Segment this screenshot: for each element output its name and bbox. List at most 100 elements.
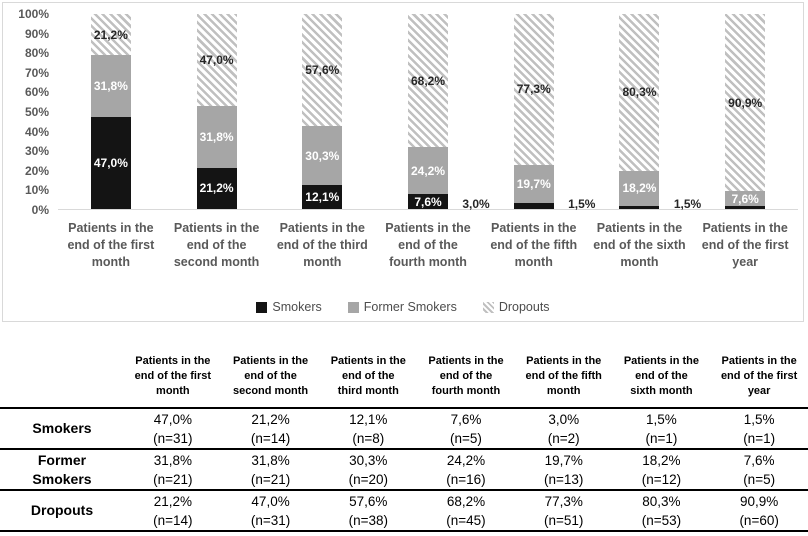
table-cell: 21,2% (n=14)	[124, 491, 222, 532]
cell-percent: 57,6%	[349, 494, 388, 509]
table-cell: 12,1% (n=8)	[319, 409, 418, 450]
cell-percent: 19,7%	[544, 453, 583, 468]
stacked-bar: 7,6% 24,2% 68,2%	[408, 14, 449, 209]
cell-count: (n=21)	[153, 472, 193, 487]
bar-value-label: 47,0%	[93, 156, 128, 171]
cell-percent: 3,0%	[548, 412, 580, 427]
cell-percent: 1,5%	[743, 412, 775, 427]
cell-count: (n=31)	[250, 513, 291, 528]
summary-table: Patients in the end of the first month Pa…	[0, 341, 808, 532]
bar-segment-smokers: 3,0%	[462, 197, 554, 211]
cell-count: (n=51)	[544, 513, 584, 528]
table-cell: 30,3% (n=20)	[319, 450, 418, 491]
bar-value-label: 21,2%	[199, 181, 234, 196]
table-cell: 7,6% (n=5)	[417, 409, 515, 450]
cell-count: (n=45)	[446, 513, 486, 528]
cell-count: (n=1)	[645, 431, 678, 446]
bar-column: 3,0% 19,7% 77,3%	[462, 14, 587, 211]
legend-item-dropouts: Dropouts	[482, 300, 550, 314]
table-cell: 1,5% (n=1)	[710, 409, 808, 450]
bar-value-label: 21,2%	[93, 27, 128, 42]
cell-count: (n=2)	[547, 431, 580, 446]
bar-value-label: 80,3%	[622, 85, 657, 100]
table-column-header: Patients in the end of the first month	[124, 341, 222, 409]
cell-percent: 12,1%	[349, 412, 388, 427]
bar-column: 12,1% 30,3% 57,6%	[269, 14, 375, 209]
bar-segment-former-smokers: 18,2%	[619, 170, 660, 207]
bar-segment-smokers: 12,1%	[302, 185, 343, 209]
y-axis-tick-label: 80%	[24, 46, 49, 61]
bar-value-label: 12,1%	[305, 190, 340, 205]
bar-segment-dropouts: 47,0%	[196, 14, 237, 106]
bar-segment-former-smokers: 30,3%	[302, 126, 343, 186]
table-column-header: Patients in the end of the fourth month	[417, 341, 515, 409]
legend-item-smokers: Smokers	[256, 300, 322, 314]
category-label: Patients in the end of the fourth month	[385, 221, 471, 269]
cell-percent: 31,8%	[153, 453, 192, 468]
table-row-label: Smokers	[0, 409, 124, 450]
bar-segment-former-smokers: 7,6%	[725, 191, 766, 207]
y-axis-tick-label: 70%	[24, 65, 49, 80]
stacked-bar: 1,5% 7,6% 90,9%	[674, 14, 766, 211]
cell-percent: 1,5%	[646, 412, 677, 427]
cell-count: (n=1)	[743, 431, 776, 446]
stacked-bar: 1,5% 18,2% 80,3%	[568, 14, 660, 211]
y-axis-tick-label: 0%	[31, 203, 49, 217]
cell-percent: 47,0%	[251, 494, 290, 509]
y-axis-tick-label: 100%	[18, 7, 49, 21]
y-axis: 100% 90% 80% 70% 60% 50% 40% 30% 20% 10% 0%	[3, 7, 49, 217]
table-column-header: Patients in the end of the fifth month	[514, 341, 613, 409]
bar-column: 1,5% 18,2% 80,3%	[568, 14, 693, 211]
table-corner-cell	[0, 341, 124, 409]
category-label: Patients in the end of the first month	[67, 221, 155, 269]
cell-percent: 7,6%	[743, 453, 775, 468]
stacked-bar: 47,0% 31,8% 21,2%	[90, 14, 131, 209]
table-cell: 31,8% (n=21)	[124, 450, 222, 491]
bar-value-label: 90,9%	[728, 95, 763, 110]
bar-segment-dropouts: 80,3%	[619, 14, 660, 171]
cell-percent: 30,3%	[349, 453, 388, 468]
cell-percent: 21,2%	[153, 494, 192, 509]
cell-count: (n=31)	[153, 431, 193, 446]
bar-segment-former-smokers: 19,7%	[513, 164, 554, 204]
cell-percent: 47,0%	[153, 412, 192, 427]
table-column-header: Patients in the end of the second month	[221, 341, 320, 409]
bar-value-label: 19,7%	[516, 176, 551, 191]
cell-percent: 80,3%	[642, 494, 681, 509]
table-cell: 68,2% (n=45)	[417, 491, 515, 532]
x-axis-labels: Patients in the end of the first month Pa…	[58, 220, 798, 271]
table-row-label: Dropouts	[0, 491, 124, 532]
cell-percent: 21,2%	[251, 412, 290, 427]
stacked-bar-chart: 100% 90% 80% 70% 60% 50% 40% 30% 20% 10% 0% 47,0% 3…	[2, 2, 804, 322]
cell-count: (n=13)	[544, 472, 584, 487]
table-column-header: Patients in the end of the first year	[710, 341, 808, 409]
bar-segment-dropouts: 90,9%	[725, 14, 766, 192]
bar-value-label: 24,2%	[411, 163, 446, 178]
bar-segment-smokers: 1,5%	[674, 197, 766, 211]
cell-percent: 24,2%	[446, 453, 486, 468]
table-column-header: Patients in the end of the third month	[319, 341, 418, 409]
legend-marker-former-smokers	[347, 301, 359, 313]
table-row-label: Former Smokers	[0, 450, 124, 491]
bar-value-label: 7,6%	[414, 194, 442, 209]
y-axis-tick-label: 30%	[24, 144, 49, 159]
bar-value-label: 18,2%	[622, 181, 657, 196]
cell-count: (n=14)	[153, 513, 193, 528]
stacked-bar: 12,1% 30,3% 57,6%	[302, 14, 343, 209]
bar-segment-smokers: 21,2%	[196, 167, 237, 209]
category-label: Patients in the end of the first year	[701, 221, 789, 269]
table-cell: 19,7% (n=13)	[514, 450, 613, 491]
table-cell: 3,0% (n=2)	[514, 409, 613, 450]
cell-count: (n=14)	[250, 431, 291, 446]
cell-count: (n=8)	[352, 431, 385, 446]
bar-segment-dropouts: 57,6%	[302, 14, 343, 127]
cell-percent: 18,2%	[642, 453, 681, 468]
bars-container: 47,0% 31,8% 21,2% 21,2% 31,8% 47,0% 12,1% 30,3%…	[58, 14, 798, 211]
bar-segment-dropouts: 21,2%	[90, 14, 131, 56]
cell-count: (n=12)	[641, 472, 682, 487]
bar-column: 21,2% 31,8% 47,0%	[164, 14, 270, 209]
bar-segment-dropouts: 77,3%	[513, 14, 554, 165]
y-axis-tick-label: 50%	[24, 105, 49, 119]
bar-segment-dropouts: 68,2%	[408, 14, 449, 147]
cell-percent: 31,8%	[251, 453, 290, 468]
